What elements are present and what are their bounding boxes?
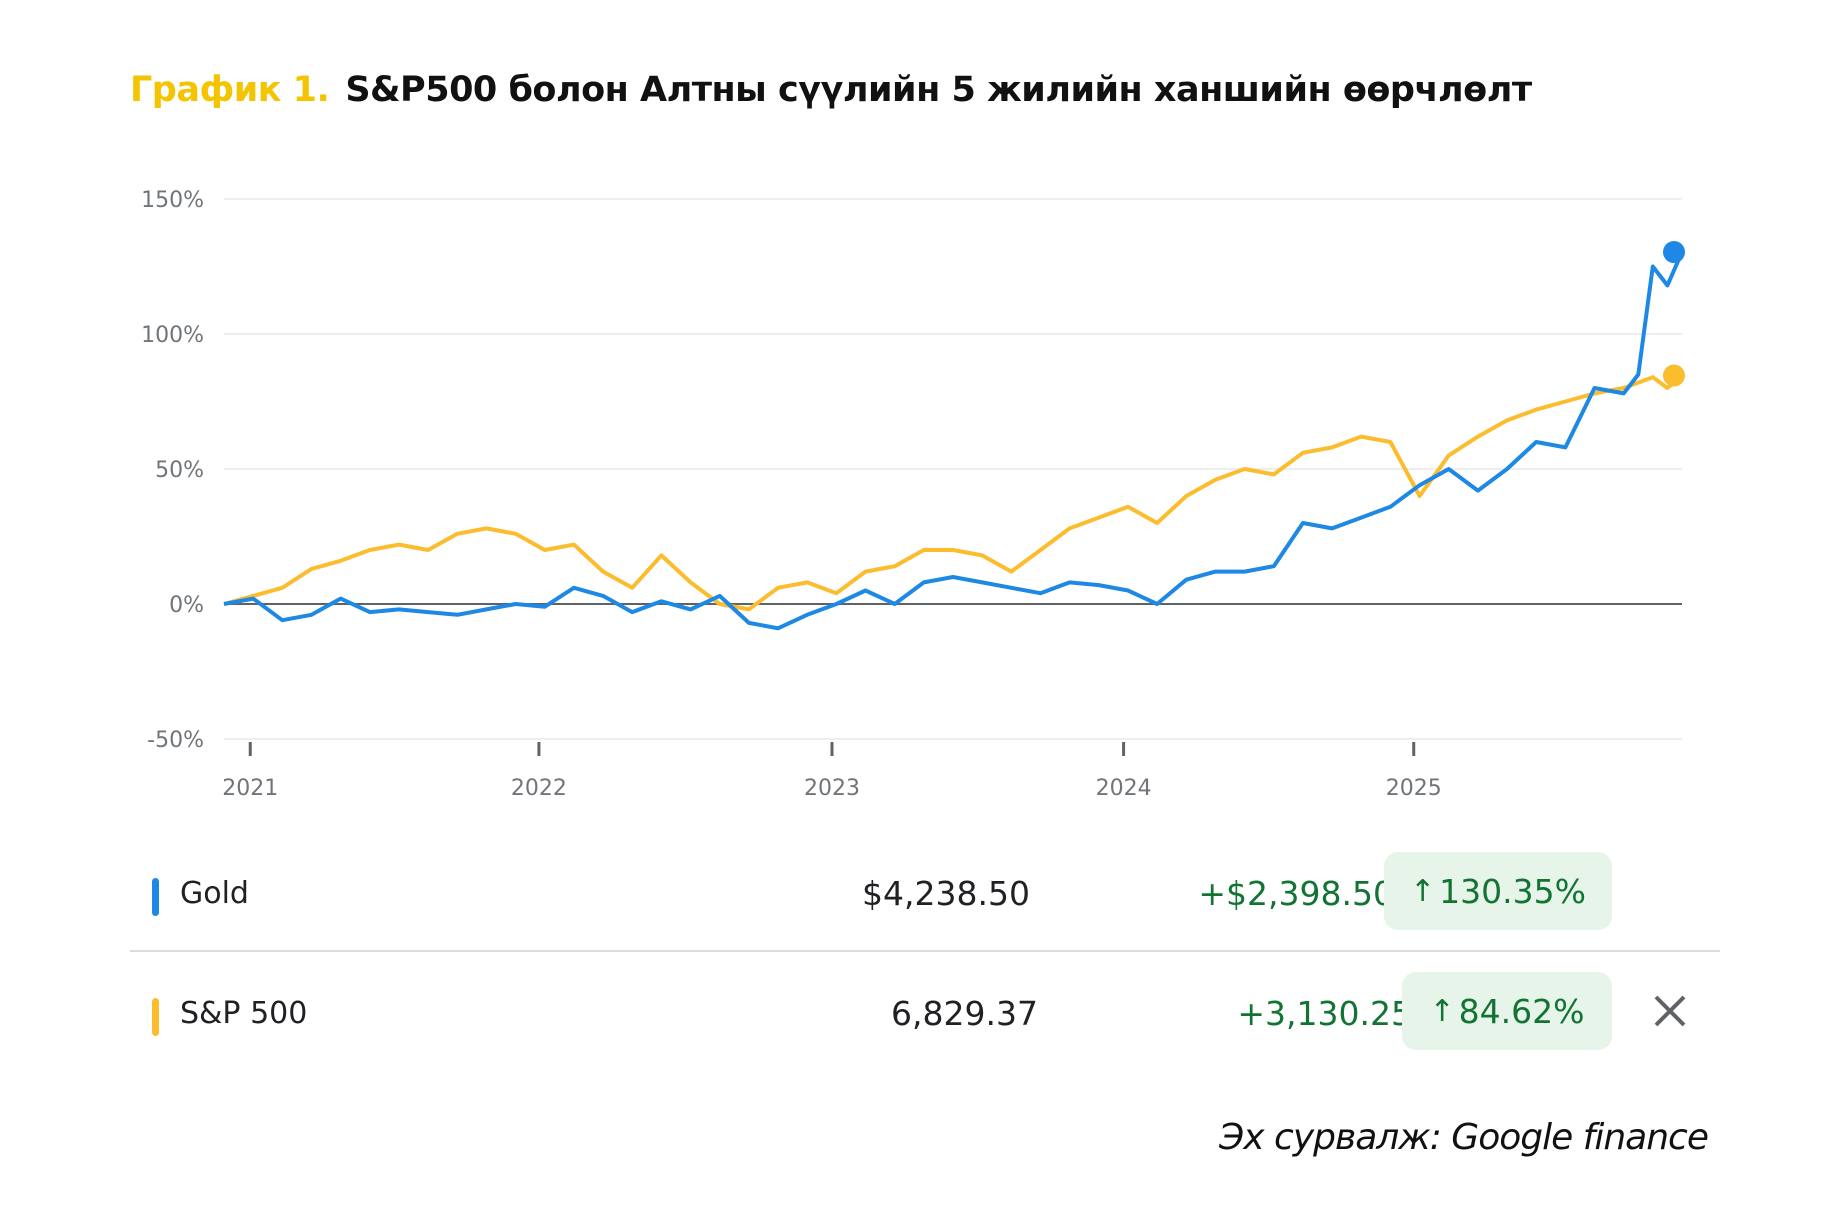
- change-percent-badge: ↑ 130.35%: [1384, 852, 1612, 930]
- svg-text:2024: 2024: [1096, 776, 1152, 801]
- change-percent: 130.35%: [1439, 871, 1586, 911]
- legend-row-gold[interactable]: Gold $4,238.50 +$2,398.50 ↑ 130.35%: [130, 852, 1720, 932]
- legend-divider: [130, 950, 1720, 952]
- close-icon[interactable]: [1648, 989, 1692, 1033]
- x-axis-ticks: 2021 2022 2023 2024 2025: [222, 742, 1442, 801]
- arrow-up-icon: ↑: [1429, 993, 1455, 1029]
- legend-price: $4,238.50: [862, 874, 1030, 913]
- legend-name: Gold: [180, 876, 249, 911]
- svg-text:2022: 2022: [511, 776, 567, 801]
- y-axis-labels: 150% 100% 50% 0% -50%: [141, 188, 204, 753]
- legend-row-sp500[interactable]: S&P 500 6,829.37 +3,130.25 ↑ 84.62%: [130, 972, 1720, 1052]
- legend-change: +3,130.25: [1237, 994, 1412, 1033]
- arrow-up-icon: ↑: [1410, 873, 1436, 909]
- svg-text:0%: 0%: [169, 593, 204, 618]
- gold-color-swatch: [152, 878, 159, 916]
- svg-text:2023: 2023: [804, 776, 860, 801]
- sp500-line: [223, 373, 1684, 612]
- change-percent-badge: ↑ 84.62%: [1402, 972, 1612, 1050]
- sp500-endpoint-marker: [1663, 364, 1685, 387]
- source-caption: Эх сурвалж: Google finance: [1219, 1117, 1709, 1158]
- legend-change: +$2,398.50: [1198, 874, 1394, 913]
- y-gridlines: [224, 198, 1682, 740]
- legend-price: 6,829.37: [891, 994, 1038, 1033]
- legend-name: S&P 500: [180, 996, 308, 1031]
- svg-text:50%: 50%: [155, 458, 204, 483]
- svg-text:2021: 2021: [222, 776, 278, 801]
- svg-text:-50%: -50%: [147, 728, 204, 753]
- series-lines: [223, 241, 1685, 631]
- svg-text:150%: 150%: [141, 188, 204, 213]
- line-chart: 150% 100% 50% 0% -50% 2021 2022 2023 2024 2025: [141, 188, 1685, 801]
- sp500-color-swatch: [152, 998, 159, 1036]
- chart-title: График 1. S&P500 болон Алтны сүүлийн 5 жи…: [130, 70, 1532, 110]
- gold-line: [223, 251, 1684, 631]
- gold-endpoint-marker: [1663, 241, 1685, 264]
- svg-text:2025: 2025: [1386, 776, 1442, 801]
- change-percent: 84.62%: [1458, 991, 1585, 1031]
- chart-number-label: График 1.: [130, 70, 330, 110]
- chart-title-text: S&P500 болон Алтны сүүлийн 5 жилийн ханш…: [345, 70, 1532, 110]
- svg-text:100%: 100%: [141, 323, 204, 348]
